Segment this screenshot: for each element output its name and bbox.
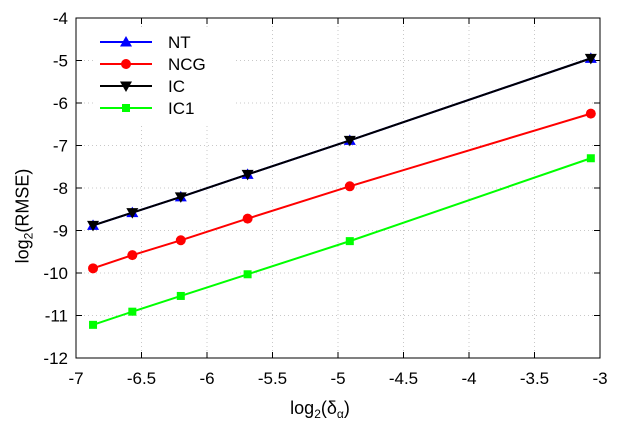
y-axis-label: log2(RMSE) (12, 168, 36, 264)
x-tick-label: -5.5 (258, 369, 287, 388)
data-point-ic1 (345, 237, 354, 246)
data-point-ic (174, 192, 187, 203)
data-point-ic1 (89, 320, 98, 329)
y-tick-label: -6 (53, 94, 68, 113)
data-point-ncg (344, 181, 355, 192)
y-tick-label: -9 (53, 222, 68, 241)
x-tick-label: -6 (199, 369, 214, 388)
data-point-ic1 (586, 154, 595, 163)
data-point-ncg (175, 235, 186, 246)
data-point-ic1 (243, 270, 252, 279)
data-point-ncg (242, 213, 253, 224)
y-tick-label: -5 (53, 52, 68, 71)
x-tick-label: -3.5 (520, 369, 549, 388)
series-line-ncg (92, 112, 592, 270)
y-tick-label: -12 (43, 349, 68, 368)
y-tick-label: -11 (45, 307, 68, 326)
data-point-ic (126, 208, 139, 219)
y-tick-label: -7 (53, 137, 68, 156)
legend-marker-ncg (121, 59, 131, 69)
legend-marker-ic (120, 81, 132, 92)
y-tick-label: -10 (43, 264, 68, 283)
legend-label-nt: NT (168, 33, 191, 52)
data-point-ic (343, 135, 356, 147)
legend-label-ic: IC (168, 77, 185, 96)
data-point-ncg (127, 250, 138, 261)
x-tick-label: -4.5 (389, 369, 418, 388)
x-tick-label: -6.5 (127, 369, 156, 388)
legend-marker-nt (120, 36, 132, 47)
data-point-ncg (88, 263, 99, 274)
data-point-ic1 (128, 307, 137, 316)
data-point-ic (584, 53, 597, 65)
y-tick-label: -4 (53, 9, 68, 28)
data-point-ic (241, 169, 254, 181)
series-line-ic1 (92, 157, 592, 326)
data-point-ic (87, 220, 100, 232)
legend-label-ic1: IC1 (168, 99, 194, 118)
legend-marker-ic1 (122, 104, 130, 112)
data-point-ncg (585, 108, 596, 119)
x-tick-label: -7 (68, 369, 83, 388)
x-tick-label: -4 (461, 369, 476, 388)
y-tick-label: -8 (53, 179, 68, 198)
x-tick-label: -3 (592, 369, 607, 388)
data-point-ic1 (176, 291, 185, 300)
legend-label-ncg: NCG (168, 55, 206, 74)
series-line-ic (92, 57, 592, 227)
x-axis-label: log2(δα) (290, 398, 350, 421)
x-tick-label: -5 (330, 369, 345, 388)
